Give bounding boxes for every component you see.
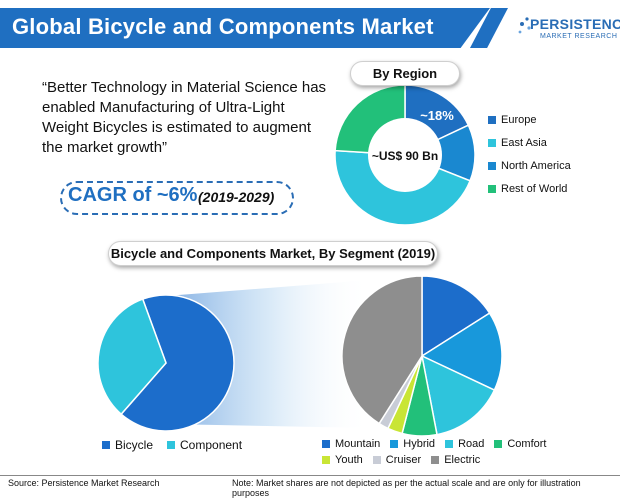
legend-item-electric: Electric	[431, 454, 480, 466]
logo	[512, 10, 612, 50]
legend-swatch-road	[445, 440, 454, 448]
legend-item-comfort: Comfort	[494, 438, 546, 450]
footer-divider	[0, 475, 620, 476]
logo-mark-icon	[518, 17, 531, 34]
logo-wordmark: PERSISTENCE	[530, 16, 620, 32]
region-center-label: ~US$ 90 Bn	[372, 149, 438, 163]
legend-swatch-youth	[322, 456, 330, 464]
legend-swatch-comfort	[494, 440, 503, 448]
legend-item-east-asia: East Asia	[488, 131, 571, 154]
legend-label: Bicycle	[115, 438, 154, 452]
legend-label: Electric	[444, 454, 481, 466]
legend-item-road: Road	[445, 438, 484, 450]
legend-swatch-europe	[488, 115, 496, 124]
segment-slice-road	[420, 354, 496, 436]
segment-legend-row-2: Youth Cruiser Electric	[322, 454, 480, 466]
legend-label: Road	[458, 438, 485, 450]
bicycle-component-pie	[97, 294, 235, 432]
legend-label: Rest of World	[501, 182, 568, 195]
legend-swatch-mountain	[322, 440, 330, 448]
cagr-value: CAGR of ~6%	[68, 184, 198, 206]
legend-label: Comfort	[507, 438, 547, 450]
legend-swatch-rest-of-world	[488, 184, 496, 193]
legend-item-hybrid: Hybrid	[390, 438, 435, 450]
legend-swatch-electric	[431, 456, 440, 464]
segment-slice-hybrid	[420, 312, 503, 392]
footer-note: Note: Market shares are not depicted as …	[232, 478, 581, 498]
legend-swatch-north-america	[488, 161, 496, 170]
legend-item-north-america: North America	[488, 154, 571, 177]
legend-label: Cruiser	[385, 454, 422, 466]
segment-chart-title: Bicycle and Components Market, By Segmen…	[108, 241, 438, 266]
bicycle-component-legend: Bicycle Component	[102, 438, 242, 452]
legend-swatch-cruiser	[372, 456, 381, 464]
region-slice-label-europe: ~18%	[420, 108, 454, 123]
legend-label: Europe	[501, 113, 537, 126]
segment-slice-electric	[341, 275, 423, 425]
legend-label: Mountain	[335, 438, 381, 450]
legend-label: North America	[501, 159, 571, 172]
legend-swatch-bicycle	[102, 441, 110, 449]
segment-legend-row-1: Mountain Hybrid Road Comfort	[322, 438, 546, 450]
region-chart-title: By Region	[350, 61, 460, 86]
logo-tagline: MARKET RESEARCH	[540, 33, 618, 40]
legend-item-component: Component	[167, 438, 242, 452]
page-title: Global Bicycle and Components Market	[12, 14, 434, 39]
header-bar	[0, 8, 490, 48]
segment-slice-mountain	[421, 275, 491, 358]
cagr-period: (2019-2029)	[198, 189, 275, 205]
legend-label: Hybrid	[403, 438, 436, 450]
legend-item-rest-of-world: Rest of World	[488, 177, 571, 200]
donut-hole	[368, 118, 442, 192]
legend-swatch-component	[167, 441, 176, 449]
bc-slice-bicycle	[120, 294, 235, 432]
bc-slice-component	[97, 298, 167, 416]
legend-swatch-hybrid	[390, 440, 399, 448]
legend-label: Youth	[335, 454, 363, 466]
legend-item-bicycle: Bicycle	[102, 438, 153, 452]
footer-source: Source: Persistence Market Research	[8, 478, 160, 488]
bicycle-segment-pie	[341, 275, 503, 437]
quote-text: “Better Technology in Material Science h…	[42, 79, 327, 156]
region-legend: Europe East Asia North America Rest of W…	[488, 108, 571, 200]
legend-label: Component	[180, 438, 243, 452]
legend-label: East Asia	[501, 136, 547, 149]
legend-item-europe: Europe	[488, 108, 571, 131]
legend-item-youth: Youth	[322, 454, 363, 466]
legend-item-mountain: Mountain	[322, 438, 380, 450]
legend-item-cruiser: Cruiser	[372, 454, 422, 466]
cagr-box	[60, 181, 294, 215]
legend-swatch-east-asia	[488, 138, 496, 147]
